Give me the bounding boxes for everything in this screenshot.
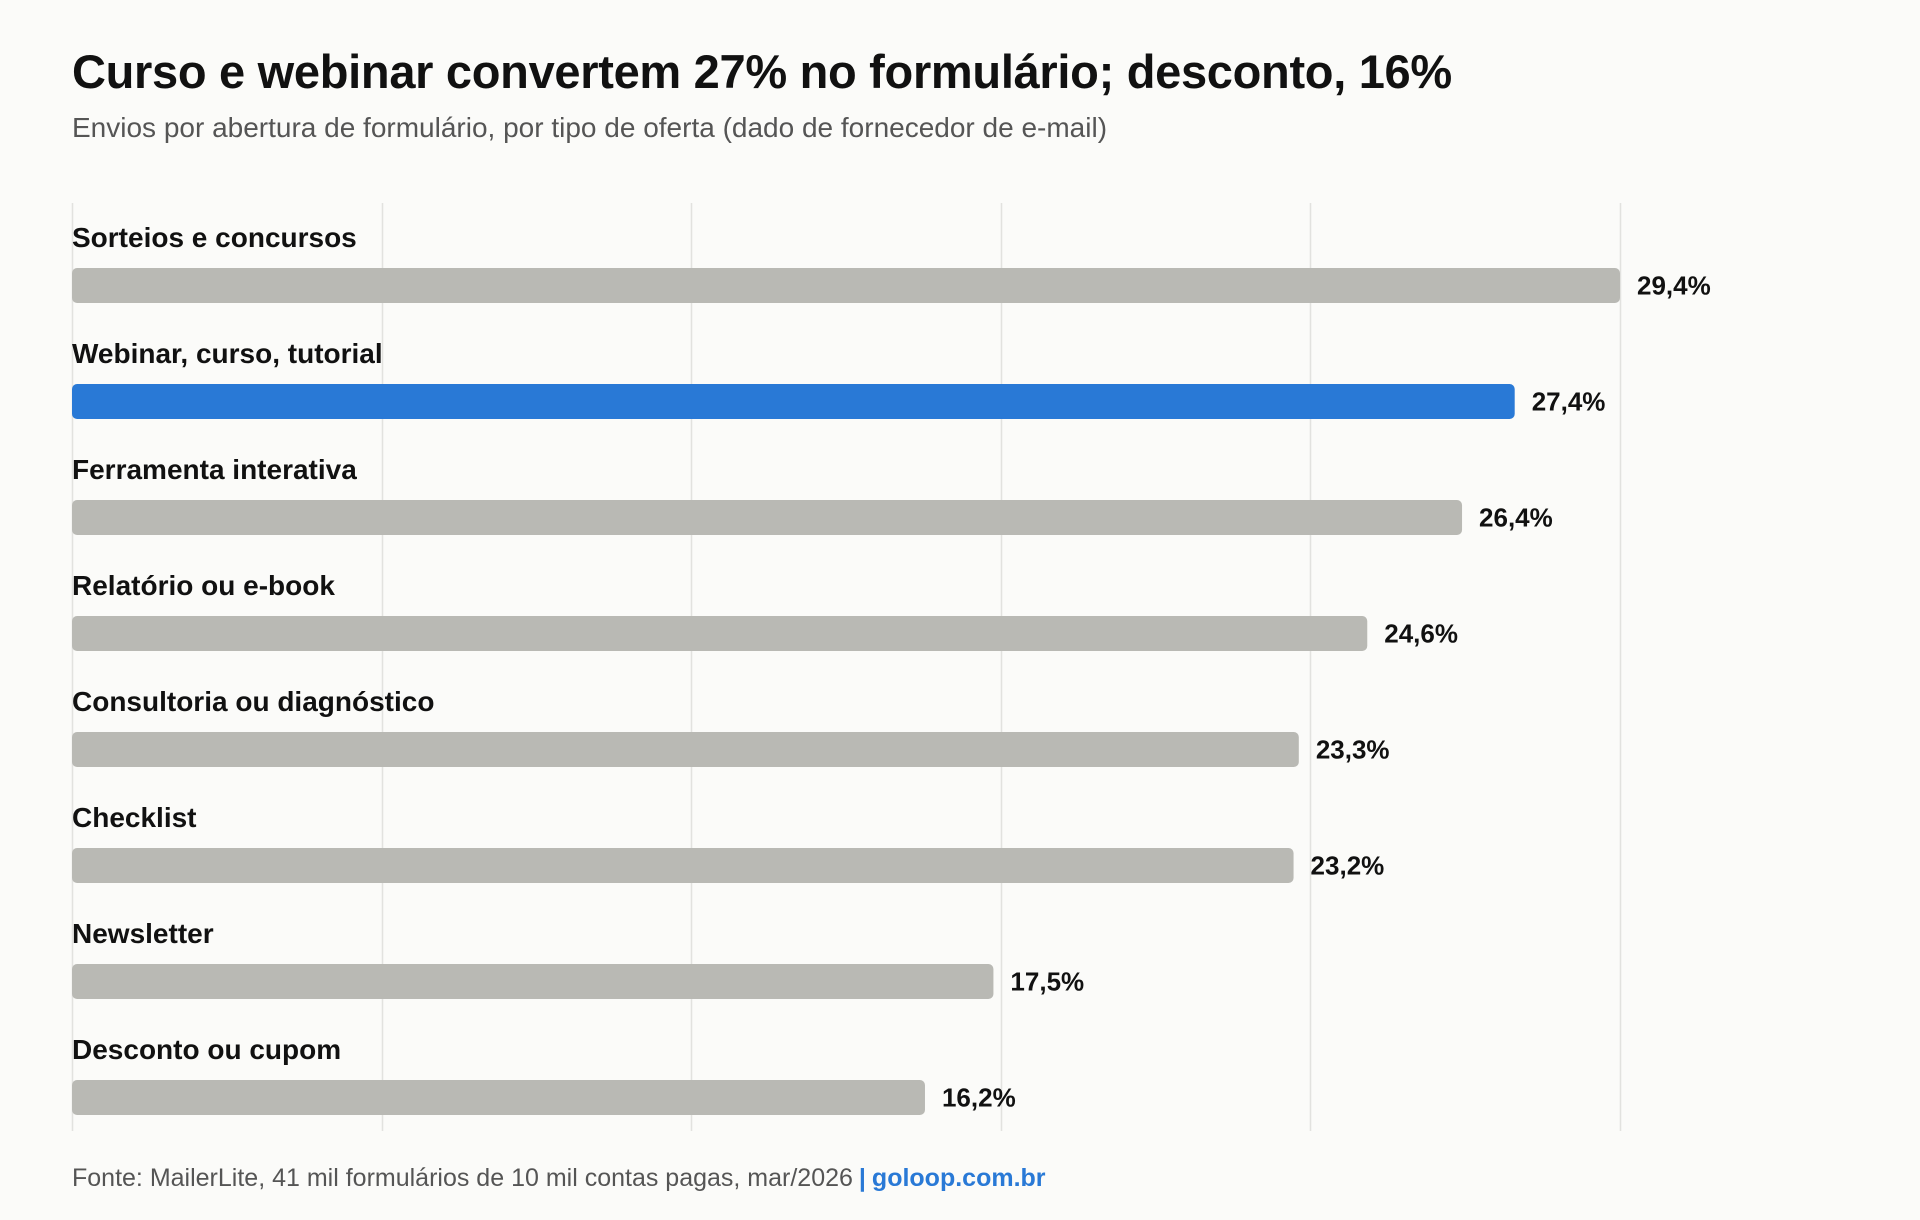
- value-label: 23,2%: [1311, 851, 1385, 881]
- bar: [72, 268, 1620, 303]
- site-link[interactable]: goloop.com.br: [871, 1164, 1046, 1192]
- value-label: 17,5%: [1010, 967, 1084, 997]
- bar: [72, 616, 1368, 651]
- bar: [72, 848, 1294, 883]
- value-label: 29,4%: [1637, 271, 1711, 301]
- category-label: Consultoria ou diagnóstico: [72, 686, 434, 717]
- category-label: Newsletter: [72, 918, 214, 949]
- value-label: 24,6%: [1384, 619, 1458, 649]
- source-footer: Fonte: MailerLite, 41 mil formulários de…: [72, 1164, 1046, 1193]
- source-note: Fonte: MailerLite, 41 mil formulários de…: [72, 1164, 853, 1192]
- bar-highlighted: [72, 384, 1515, 419]
- value-label: 16,2%: [942, 1083, 1016, 1113]
- value-label: 23,3%: [1316, 735, 1390, 765]
- bar: [72, 732, 1299, 767]
- bar: [72, 500, 1463, 535]
- category-label: Checklist: [72, 802, 197, 833]
- chart-subtitle: Envios por abertura de formulário, por t…: [72, 112, 1108, 143]
- bars: Sorteios e concursos 29,4% Webinar, curso,…: [72, 222, 1711, 1115]
- category-label: Sorteios e concursos: [72, 222, 357, 253]
- category-label: Relatório ou e-book: [72, 570, 335, 601]
- value-label: 27,4%: [1532, 387, 1606, 417]
- bar: [72, 1080, 925, 1115]
- value-label: 26,4%: [1479, 503, 1553, 533]
- category-label: Webinar, curso, tutorial: [72, 338, 383, 369]
- category-label: Ferramenta interativa: [72, 454, 357, 485]
- footer-separator: |: [858, 1164, 866, 1192]
- chart-title: Curso e webinar convertem 27% no formulá…: [72, 45, 1452, 98]
- bar-chart: Sorteios e concursos 29,4% Webinar, curso,…: [71, 203, 1711, 1131]
- category-label: Desconto ou cupom: [72, 1034, 341, 1065]
- bar: [72, 964, 994, 999]
